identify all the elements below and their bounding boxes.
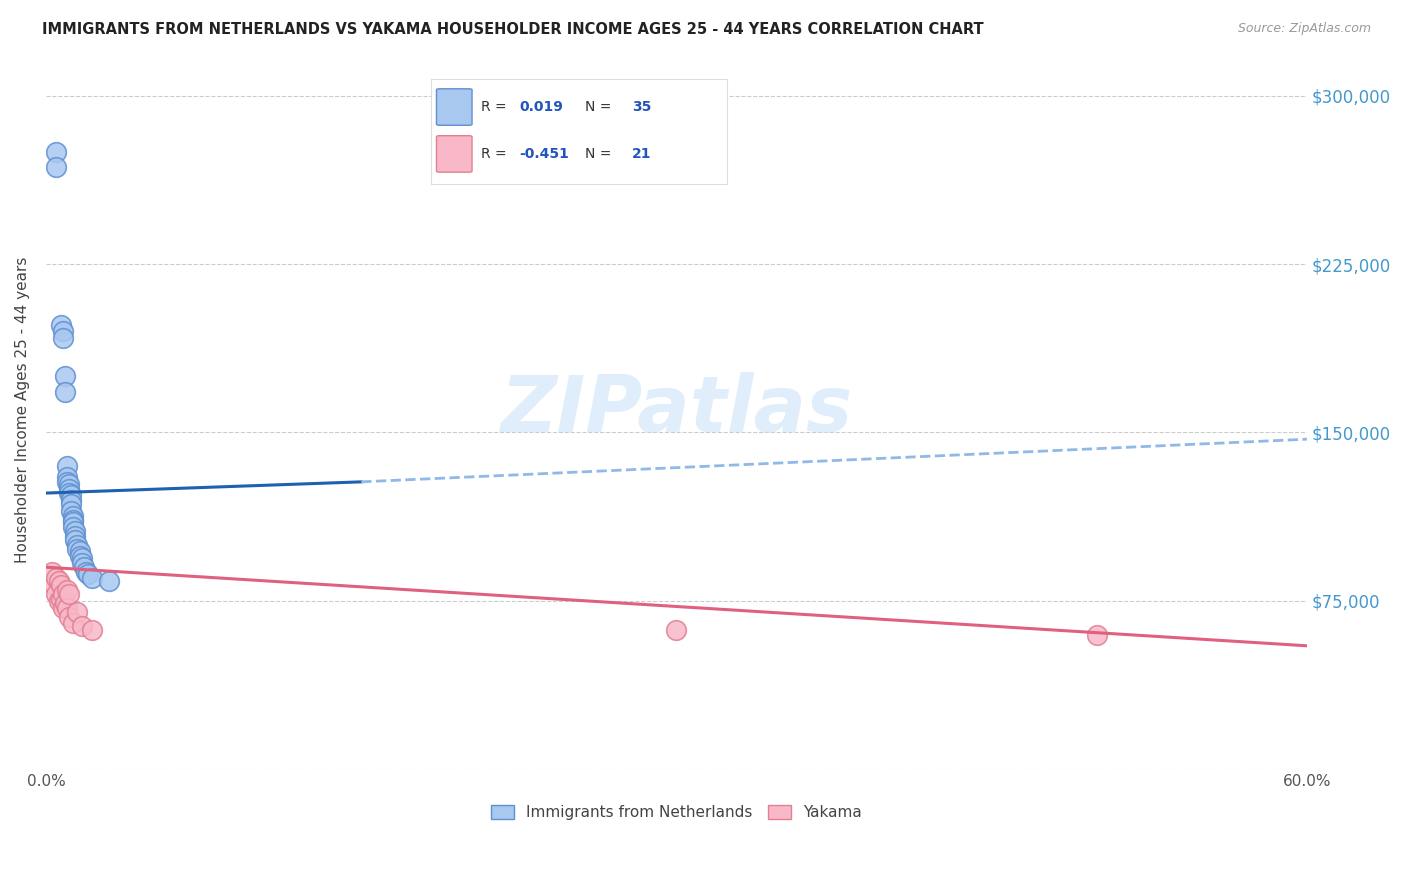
Point — [45, 571, 67, 585]
Point — [98, 574, 121, 588]
Text: IMMIGRANTS FROM NETHERLANDS VS YAKAMA HOUSEHOLDER INCOME AGES 25 - 44 YEARS CORR: IMMIGRANTS FROM NETHERLANDS VS YAKAMA HO… — [42, 22, 984, 37]
Point — [62, 616, 84, 631]
Point — [52, 600, 75, 615]
Point — [56, 600, 79, 615]
Point — [56, 459, 79, 474]
Point — [65, 529, 87, 543]
Point — [70, 551, 93, 566]
Point — [49, 578, 72, 592]
Point — [56, 582, 79, 597]
Point — [1085, 627, 1108, 641]
Point — [62, 508, 84, 523]
Text: ZIPatlas: ZIPatlas — [501, 372, 852, 448]
Point — [53, 384, 76, 399]
Point — [62, 520, 84, 534]
Point — [60, 504, 83, 518]
Point — [62, 516, 84, 530]
Point — [70, 556, 93, 570]
Point — [53, 596, 76, 610]
Point — [60, 497, 83, 511]
Point — [70, 618, 93, 632]
Point — [73, 560, 96, 574]
Point — [60, 488, 83, 502]
Point — [82, 571, 104, 585]
Point — [69, 549, 91, 563]
Point — [65, 533, 87, 548]
Point — [52, 331, 75, 345]
Point — [44, 578, 66, 592]
Point — [56, 475, 79, 489]
Point — [56, 470, 79, 484]
Legend: Immigrants from Netherlands, Yakama: Immigrants from Netherlands, Yakama — [485, 799, 868, 826]
Point — [41, 565, 63, 579]
Point — [69, 544, 91, 558]
Point — [52, 325, 75, 339]
Point — [53, 369, 76, 384]
Point — [66, 605, 89, 619]
Point — [45, 145, 67, 159]
Point — [48, 594, 70, 608]
Point — [45, 587, 67, 601]
Point — [58, 609, 80, 624]
Point — [58, 477, 80, 491]
Point — [665, 623, 688, 637]
Point — [75, 565, 97, 579]
Point — [49, 591, 72, 606]
Point — [58, 482, 80, 496]
Text: Source: ZipAtlas.com: Source: ZipAtlas.com — [1237, 22, 1371, 36]
Point — [45, 161, 67, 175]
Point — [48, 574, 70, 588]
Point — [66, 538, 89, 552]
Point — [62, 513, 84, 527]
Point — [82, 623, 104, 637]
Point — [60, 492, 83, 507]
Point — [77, 566, 100, 581]
Point — [49, 318, 72, 332]
Point — [58, 587, 80, 601]
Point — [58, 486, 80, 500]
Point — [65, 524, 87, 539]
Point — [66, 542, 89, 557]
Point — [52, 587, 75, 601]
Y-axis label: Householder Income Ages 25 - 44 years: Householder Income Ages 25 - 44 years — [15, 257, 30, 563]
